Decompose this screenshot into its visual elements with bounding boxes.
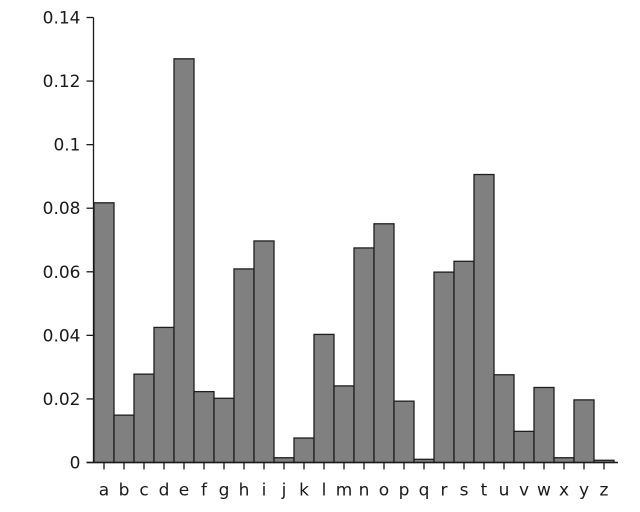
x-tick-label-q: q (419, 481, 430, 501)
x-tick-label-t: t (481, 481, 488, 501)
bar-a (93, 202, 115, 464)
y-tick-label-0.14: 0.14 (43, 9, 81, 29)
x-tick-label-i: i (262, 481, 267, 501)
y-tick-label-0.02: 0.02 (43, 390, 81, 410)
x-tick-label-p: p (399, 481, 410, 501)
x-tick-label-g: g (219, 481, 230, 501)
y-tick-label-0: 0 (70, 454, 81, 474)
bar-f (193, 390, 215, 464)
bar-h (233, 268, 255, 464)
bar-s (453, 260, 475, 464)
bar-d (153, 326, 175, 464)
x-tick-label-c: c (139, 481, 148, 501)
x-tick-label-k: k (299, 481, 309, 501)
x-tick-label-z: z (600, 481, 609, 501)
y-tick-label-0.08: 0.08 (43, 199, 81, 219)
bar-t (473, 173, 495, 464)
bar-b (113, 414, 135, 464)
x-tick-label-s: s (460, 481, 469, 501)
x-tick-label-o: o (379, 481, 389, 501)
y-tick-label-0.1: 0.1 (53, 136, 80, 156)
x-tick-label-h: h (239, 481, 250, 501)
x-tick-label-l: l (322, 481, 327, 501)
bar-y (573, 399, 595, 464)
bar-i (253, 240, 275, 464)
x-tick-label-m: m (336, 481, 353, 501)
x-tick-label-d: d (159, 481, 170, 501)
y-tick-label-0.06: 0.06 (43, 263, 81, 283)
bar-c (133, 373, 155, 464)
bar-r (433, 271, 455, 464)
x-tick-label-x: x (559, 481, 569, 501)
x-tick-label-y: y (579, 481, 589, 501)
x-tick-label-f: f (201, 481, 208, 501)
x-tick-label-w: w (537, 481, 551, 501)
x-tick-label-v: v (519, 481, 529, 501)
x-tick-label-b: b (119, 481, 130, 501)
bar-u (493, 374, 515, 464)
bar-g (213, 397, 235, 464)
bar-p (393, 400, 415, 464)
bar-v (513, 430, 535, 464)
x-tick-label-r: r (441, 481, 448, 501)
bar-n (353, 247, 375, 464)
bar-o (373, 223, 395, 464)
x-tick-label-n: n (359, 481, 370, 501)
bar-m (333, 385, 355, 464)
x-tick-label-j: j (281, 481, 287, 501)
bar-e (173, 58, 195, 464)
bar-k (293, 437, 315, 464)
y-tick-label-0.12: 0.12 (43, 72, 81, 92)
bar-w (533, 386, 555, 464)
x-tick-label-u: u (499, 481, 510, 501)
x-tick-label-a: a (99, 481, 109, 501)
y-tick-label-0.04: 0.04 (43, 326, 81, 346)
x-tick-label-e: e (179, 481, 189, 501)
bar-l (313, 333, 335, 464)
